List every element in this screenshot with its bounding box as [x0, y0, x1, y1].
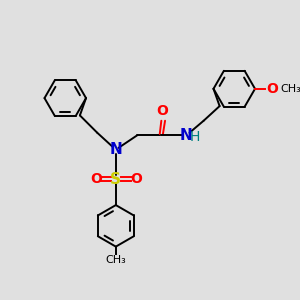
Text: N: N [180, 128, 193, 143]
Text: O: O [90, 172, 102, 186]
Text: H: H [190, 130, 200, 144]
Text: N: N [110, 142, 122, 158]
Text: O: O [157, 104, 168, 118]
Text: CH₃: CH₃ [280, 84, 300, 94]
Text: S: S [110, 172, 121, 187]
Text: CH₃: CH₃ [106, 255, 126, 265]
Text: O: O [266, 82, 278, 96]
Text: O: O [130, 172, 142, 186]
